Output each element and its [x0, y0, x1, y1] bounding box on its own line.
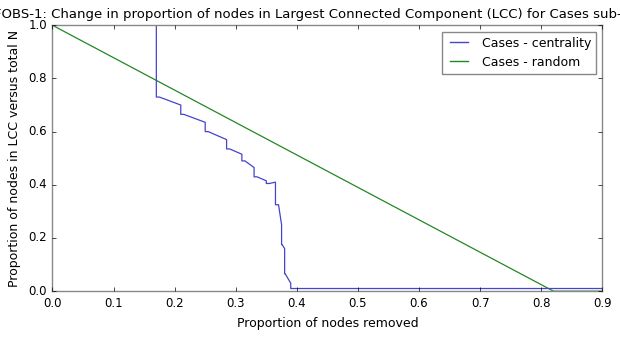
Cases - centrality	[153, 23, 160, 27]
Cases - centrality	[238, 159, 246, 163]
Cases - centrality	[272, 180, 279, 184]
Cases - random	[599, 289, 606, 293]
Cases - centrality	[265, 182, 273, 186]
Cases - centrality	[49, 23, 56, 27]
Cases - centrality	[177, 103, 185, 107]
Cases - centrality	[250, 175, 258, 179]
Cases - centrality	[202, 120, 209, 124]
Cases - centrality	[278, 223, 285, 227]
Cases - centrality	[287, 287, 294, 291]
Cases - centrality	[288, 287, 295, 291]
Cases - centrality	[153, 23, 160, 27]
Legend: Cases - centrality, Cases - random: Cases - centrality, Cases - random	[441, 31, 596, 74]
Cases - centrality	[272, 180, 279, 184]
Y-axis label: Proportion of nodes in LCC versus total N: Proportion of nodes in LCC versus total …	[8, 30, 21, 287]
Cases - centrality	[250, 166, 258, 170]
Cases - centrality	[287, 281, 294, 285]
Cases - centrality	[223, 138, 230, 142]
Cases - centrality	[281, 247, 288, 251]
Line: Cases - random: Cases - random	[53, 25, 603, 291]
Cases - centrality	[278, 223, 285, 227]
Cases - centrality	[238, 152, 246, 156]
Cases - random	[49, 23, 56, 27]
Cases - centrality	[263, 179, 270, 183]
Cases - centrality	[226, 147, 233, 151]
Cases - centrality	[275, 203, 282, 207]
Cases - centrality	[278, 243, 286, 247]
Cases - centrality	[202, 129, 209, 134]
Cases - centrality	[287, 281, 294, 285]
Cases - centrality	[238, 152, 246, 156]
Cases - centrality	[180, 112, 187, 116]
Cases - centrality	[177, 103, 185, 107]
Cases - centrality	[250, 166, 258, 170]
Cases - centrality	[599, 287, 606, 291]
Cases - centrality	[156, 95, 163, 99]
Cases - centrality	[254, 175, 261, 179]
Cases - centrality	[177, 112, 185, 116]
Cases - centrality	[205, 129, 212, 134]
Cases - centrality	[281, 272, 289, 276]
Cases - centrality	[241, 159, 249, 163]
Cases - centrality	[272, 203, 279, 207]
X-axis label: Proportion of nodes removed: Proportion of nodes removed	[237, 317, 418, 330]
Cases - centrality	[278, 243, 285, 247]
Cases - centrality	[153, 95, 160, 99]
Cases - centrality	[263, 179, 270, 183]
Cases - centrality	[263, 182, 270, 186]
Cases - centrality	[223, 138, 230, 142]
Cases - centrality	[281, 247, 288, 251]
Cases - centrality	[223, 147, 230, 151]
Cases - centrality	[202, 120, 209, 124]
Cases - random	[550, 289, 557, 293]
Line: Cases - centrality: Cases - centrality	[53, 25, 603, 289]
Cases - centrality	[281, 272, 288, 276]
Title: FOBS-1: Change in proportion of nodes in Largest Connected Component (LCC) for C: FOBS-1: Change in proportion of nodes in…	[0, 8, 620, 21]
